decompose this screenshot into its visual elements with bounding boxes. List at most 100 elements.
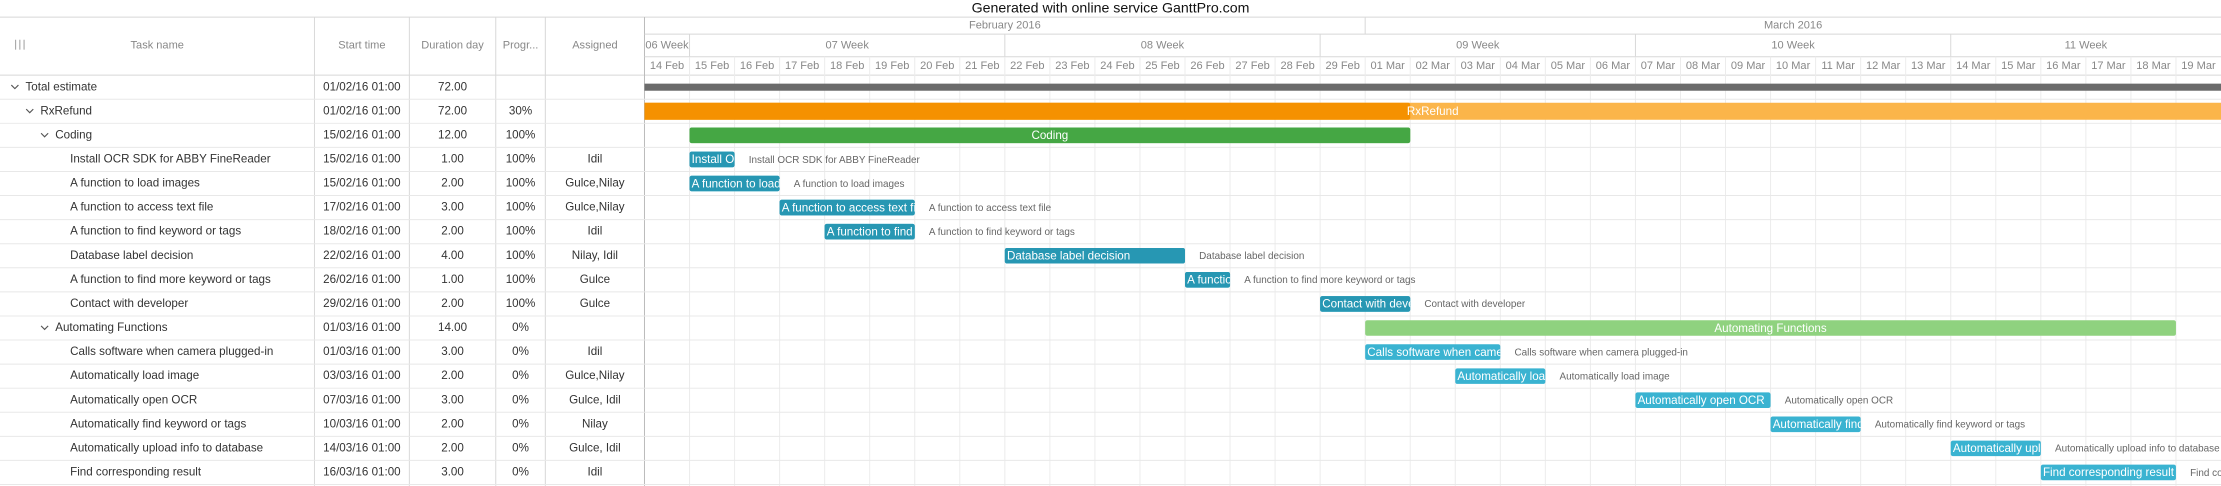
assigned: Gulce	[580, 273, 610, 286]
task-bar	[2040, 464, 2176, 481]
bar-label: A function to access text file	[782, 201, 925, 214]
bar-side-label: A function to load images	[794, 179, 905, 190]
progress: 0%	[512, 417, 529, 430]
progress-fill	[1185, 272, 1231, 288]
bar-label: Automatically find keyword or tags	[1773, 418, 1949, 431]
bar-label: Contact with developer	[1322, 298, 1440, 311]
task-row[interactable]: A function to find keyword or tags 18/02/…	[70, 225, 602, 238]
collapse-caret	[40, 132, 49, 138]
task-name: Database label decision	[70, 249, 193, 262]
day-label: 17 Feb	[785, 60, 819, 72]
bar-side-label: Find corresponding result	[2190, 468, 2221, 479]
task-name: Automatically load image	[70, 369, 199, 382]
task-row[interactable]: Automatically find keyword or tags 10/03/…	[70, 417, 608, 430]
progress-fill	[824, 223, 915, 240]
progress-fill	[689, 175, 780, 192]
duration: 72.00	[438, 80, 467, 93]
bar-label: A function to find more keyword or tags	[1187, 274, 1388, 287]
start-time: 26/02/16 01:00	[323, 273, 400, 286]
progress: 0%	[512, 393, 529, 406]
bar-side-label: Install OCR SDK for ABBY FineReader	[749, 155, 921, 166]
column-header[interactable]: Duration day	[421, 39, 484, 51]
day-label: 14 Mar	[1956, 60, 1991, 72]
task-row[interactable]: Find corresponding result 16/03/16 01:00 3…	[70, 466, 602, 479]
assigned: Nilay	[582, 417, 608, 430]
task-row[interactable]: Install OCR SDK for ABBY FineReader 15/02…	[70, 152, 602, 165]
task-row[interactable]: Automatically open OCR 07/03/16 01:00 3.00…	[70, 393, 621, 406]
day-label: 28 Feb	[1280, 60, 1314, 72]
day-label: 09 Mar	[1731, 60, 1766, 72]
day-label: 21 Feb	[965, 60, 999, 72]
progress-fill	[689, 127, 1411, 144]
collapse-caret	[40, 325, 49, 331]
day-label: 13 Mar	[1911, 60, 1946, 72]
day-label: 29 Feb	[1325, 60, 1359, 72]
column-header[interactable]: Assigned	[572, 39, 617, 51]
day-label: 19 Feb	[875, 60, 909, 72]
progress-fill	[689, 151, 735, 168]
task-bar	[1770, 416, 1861, 433]
task-name: A function to find more keyword or tags	[70, 273, 271, 286]
task-name: A function to access text file	[70, 201, 213, 214]
duration: 2.00	[441, 417, 464, 430]
task-row[interactable]: A function to find more keyword or tags 2…	[70, 273, 610, 286]
duration: 1.00	[441, 273, 464, 286]
task-name: RxRefund	[40, 104, 92, 117]
column-header[interactable]: Progr...	[503, 39, 539, 51]
assigned: Nilay, Idil	[572, 249, 618, 262]
day-label: 18 Mar	[2136, 60, 2171, 72]
day-label: 18 Feb	[830, 60, 864, 72]
task-name: Calls software when camera plugged-in	[70, 345, 273, 358]
day-label: 23 Feb	[1055, 60, 1089, 72]
assigned: Gulce	[580, 297, 610, 310]
grid-icon	[15, 39, 25, 50]
progress: 100%	[506, 249, 536, 262]
task-name: A function to find keyword or tags	[70, 225, 241, 238]
progress-fill	[1320, 296, 1411, 312]
task-row[interactable]: Automatically upload info to database 14/…	[70, 441, 621, 454]
week-label: 06 Week	[645, 39, 689, 51]
week-label: 08 Week	[1141, 39, 1185, 51]
day-label: 03 Mar	[1461, 60, 1496, 72]
column-header[interactable]: Task name	[131, 39, 184, 51]
task-row[interactable]: RxRefund 01/02/16 01:00 72.00 30%	[25, 104, 532, 117]
start-time: 01/02/16 01:00	[323, 104, 400, 117]
day-label: 15 Feb	[695, 60, 729, 72]
task-row[interactable]: Contact with developer 29/02/16 01:00 2.00…	[70, 297, 610, 310]
assigned: Idil	[587, 152, 602, 165]
week-label: 11 Week	[2065, 39, 2108, 51]
progress: 100%	[506, 225, 536, 238]
task-row[interactable]: Database label decision 22/02/16 01:00 4.0…	[70, 249, 618, 262]
bar-side-label: Automatically upload info to database	[2055, 444, 2220, 455]
task-row[interactable]: Calls software when camera plugged-in 01/…	[70, 345, 602, 358]
task-row[interactable]: A function to access text file 17/02/16 0…	[70, 201, 625, 214]
start-time: 10/03/16 01:00	[323, 417, 400, 430]
progress-fill	[644, 102, 1411, 120]
column-header[interactable]: Start time	[338, 39, 385, 51]
task-name: Automatically upload info to database	[70, 441, 263, 454]
task-row[interactable]: Automating Functions 01/03/16 01:00 14.00 0…	[40, 321, 529, 334]
start-time: 03/03/16 01:00	[323, 369, 400, 382]
bar-side-label: Automatically find keyword or tags	[1875, 420, 2025, 431]
duration: 2.00	[441, 441, 464, 454]
assigned: Idil	[587, 225, 602, 238]
day-label: 04 Mar	[1506, 60, 1541, 72]
bar-label: Install OCR SDK for ABBY FineReader	[692, 153, 893, 166]
assigned: Idil	[587, 345, 602, 358]
start-time: 17/02/16 01:00	[323, 201, 400, 214]
duration: 3.00	[441, 201, 464, 214]
day-label: 19 Mar	[2181, 60, 2216, 72]
bar-side-label: Database label decision	[1199, 251, 1304, 262]
duration: 14.00	[438, 321, 467, 334]
task-row[interactable]: Automatically load image 03/03/16 01:00 2.…	[70, 369, 625, 382]
duration: 3.00	[441, 345, 464, 358]
day-label: 12 Mar	[1866, 60, 1901, 72]
day-label: 27 Feb	[1235, 60, 1269, 72]
task-row[interactable]: Coding 15/02/16 01:00 12.00 100%	[40, 128, 535, 141]
bar-side-label: A function to find keyword or tags	[929, 227, 1075, 238]
task-row[interactable]: A function to load images 15/02/16 01:00 2…	[70, 177, 625, 190]
bar-side-label: Contact with developer	[1424, 299, 1525, 310]
task-row[interactable]: Total estimate 01/02/16 01:00 72.00	[10, 80, 467, 93]
